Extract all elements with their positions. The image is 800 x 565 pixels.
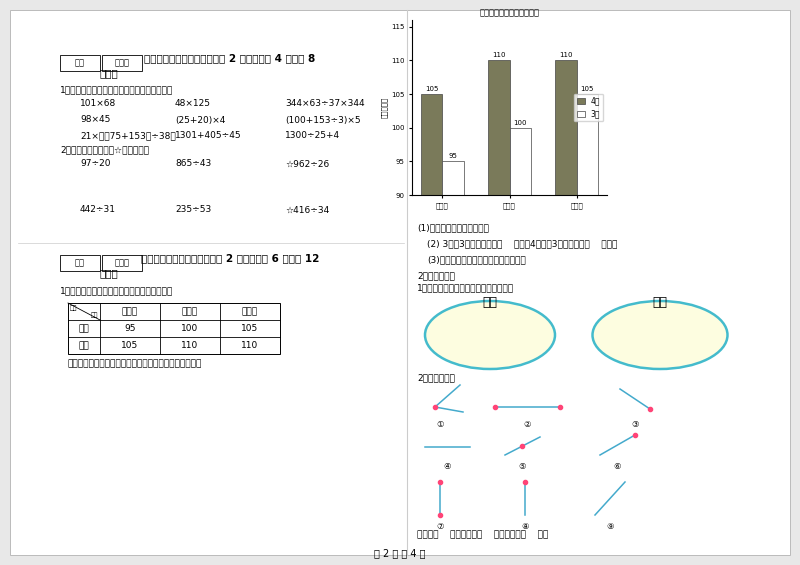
Text: 年级: 年级 [70,305,78,311]
Text: 95: 95 [449,153,458,159]
Text: 2、用竞式计算。（带☆的要验算）: 2、用竞式计算。（带☆的要验算） [60,146,149,154]
Text: ☆962÷26: ☆962÷26 [285,159,330,168]
Text: ①: ① [436,420,444,429]
Text: 235÷53: 235÷53 [175,206,211,215]
Text: 105: 105 [425,86,438,92]
Text: 根据统计表信息完成下面的统计图，并且答下面的问题。: 根据统计表信息完成下面的统计图，并且答下面的问题。 [68,359,202,368]
Bar [577,94,598,565]
Bar [102,255,142,271]
Text: 四、看清题目，细心计算（共 2 小题，每题 4 分，共 8: 四、看清题目，细心计算（共 2 小题，每题 4 分，共 8 [144,53,316,63]
Bar [488,60,510,565]
Text: ⑦: ⑦ [436,522,444,531]
Text: 2、综合训练。: 2、综合训练。 [417,272,455,280]
Text: 2、看图填空。: 2、看图填空。 [417,373,455,383]
Text: 865÷43: 865÷43 [175,159,211,168]
Text: 344×63÷37×344: 344×63÷37×344 [285,99,365,108]
Text: 锐角: 锐角 [482,295,498,308]
Bar [60,55,100,71]
Text: (1)哪个年级春季植树最多？: (1)哪个年级春季植树最多？ [417,224,489,233]
Bar [510,128,531,565]
Bar [555,60,577,565]
Text: 评卷人: 评卷人 [114,59,130,67]
Ellipse shape [593,301,727,369]
Text: 110: 110 [182,341,198,350]
Text: 三月: 三月 [78,324,90,333]
Text: 105: 105 [242,324,258,333]
Text: 四月: 四月 [78,341,90,350]
Text: 分）。: 分）。 [100,268,118,278]
Text: ⑧: ⑧ [522,522,529,531]
Text: 五年级: 五年级 [182,307,198,316]
Y-axis label: 数量（棵）: 数量（棵） [382,97,388,118]
Text: 105: 105 [581,86,594,92]
Text: 钝角: 钝角 [653,295,667,308]
Text: 442÷31: 442÷31 [80,206,116,215]
Text: 1、把下面的各角度数填入相应的圆里。: 1、把下面的各角度数填入相应的圆里。 [417,284,514,293]
Text: ③: ③ [631,420,638,429]
Text: 1、下面是某小学三个年级植树情况的统计表。: 1、下面是某小学三个年级植树情况的统计表。 [60,286,174,295]
Text: 1301+405÷45: 1301+405÷45 [175,132,242,141]
Text: ⑤: ⑤ [518,462,526,471]
Text: 21×（（75+153）÷38）: 21×（（75+153）÷38） [80,132,176,141]
Text: 分）。: 分）。 [100,68,118,78]
Text: 97÷20: 97÷20 [80,159,110,168]
Text: (25+20)×4: (25+20)×4 [175,115,226,124]
Bar [102,55,142,71]
Text: ②: ② [523,420,530,429]
Text: 110: 110 [559,53,573,58]
Text: (100+153÷3)×5: (100+153÷3)×5 [285,115,361,124]
Text: ⑥: ⑥ [614,462,621,471]
Text: (2) 3月份3个年级共植树（    ）棵，4月份比3月份多植树（    ）棵。: (2) 3月份3个年级共植树（ ）棵，4月份比3月份多植树（ ）棵。 [427,240,618,249]
Text: 48×125: 48×125 [175,99,211,108]
Title: 某小学春季植树情况统计图: 某小学春季植树情况统计图 [479,9,539,18]
Text: 得分: 得分 [75,59,85,67]
Text: ⑨: ⑨ [606,522,614,531]
Bar [421,94,442,565]
Bar [68,303,280,354]
Text: ④: ④ [443,462,450,471]
Text: 100: 100 [514,120,527,125]
Text: 100: 100 [182,324,198,333]
Text: 月份: 月份 [90,312,98,318]
Legend: 4月, 3月: 4月, 3月 [574,94,603,121]
Bar [60,255,100,271]
Bar [442,162,464,565]
Text: 六年级: 六年级 [242,307,258,316]
Text: 五、认真思考，综合能力（共 2 小题，每题 6 分，共 12: 五、认真思考，综合能力（共 2 小题，每题 6 分，共 12 [141,253,319,263]
Text: 110: 110 [492,53,506,58]
Text: 105: 105 [122,341,138,350]
Text: 95: 95 [124,324,136,333]
Text: (3)还能提出哪些问题？试着解决一下。: (3)还能提出哪些问题？试着解决一下。 [427,255,526,264]
Ellipse shape [425,301,555,369]
Text: 110: 110 [242,341,258,350]
Text: 第 2 页 共 4 页: 第 2 页 共 4 页 [374,548,426,558]
Text: ☆416÷34: ☆416÷34 [285,206,330,215]
Text: 评卷人: 评卷人 [114,259,130,267]
Text: 101×68: 101×68 [80,99,116,108]
Text: 得分: 得分 [75,259,85,267]
Text: 直线有（    ），射线有（    ），线段有（    ）。: 直线有（ ），射线有（ ），线段有（ ）。 [417,531,548,540]
Text: 四年级: 四年级 [122,307,138,316]
Text: 1、计算下列各题，能用简便方法的就要简算。: 1、计算下列各题，能用简便方法的就要简算。 [60,85,174,94]
Text: 1300÷25+4: 1300÷25+4 [285,132,340,141]
Text: 98×45: 98×45 [80,115,110,124]
